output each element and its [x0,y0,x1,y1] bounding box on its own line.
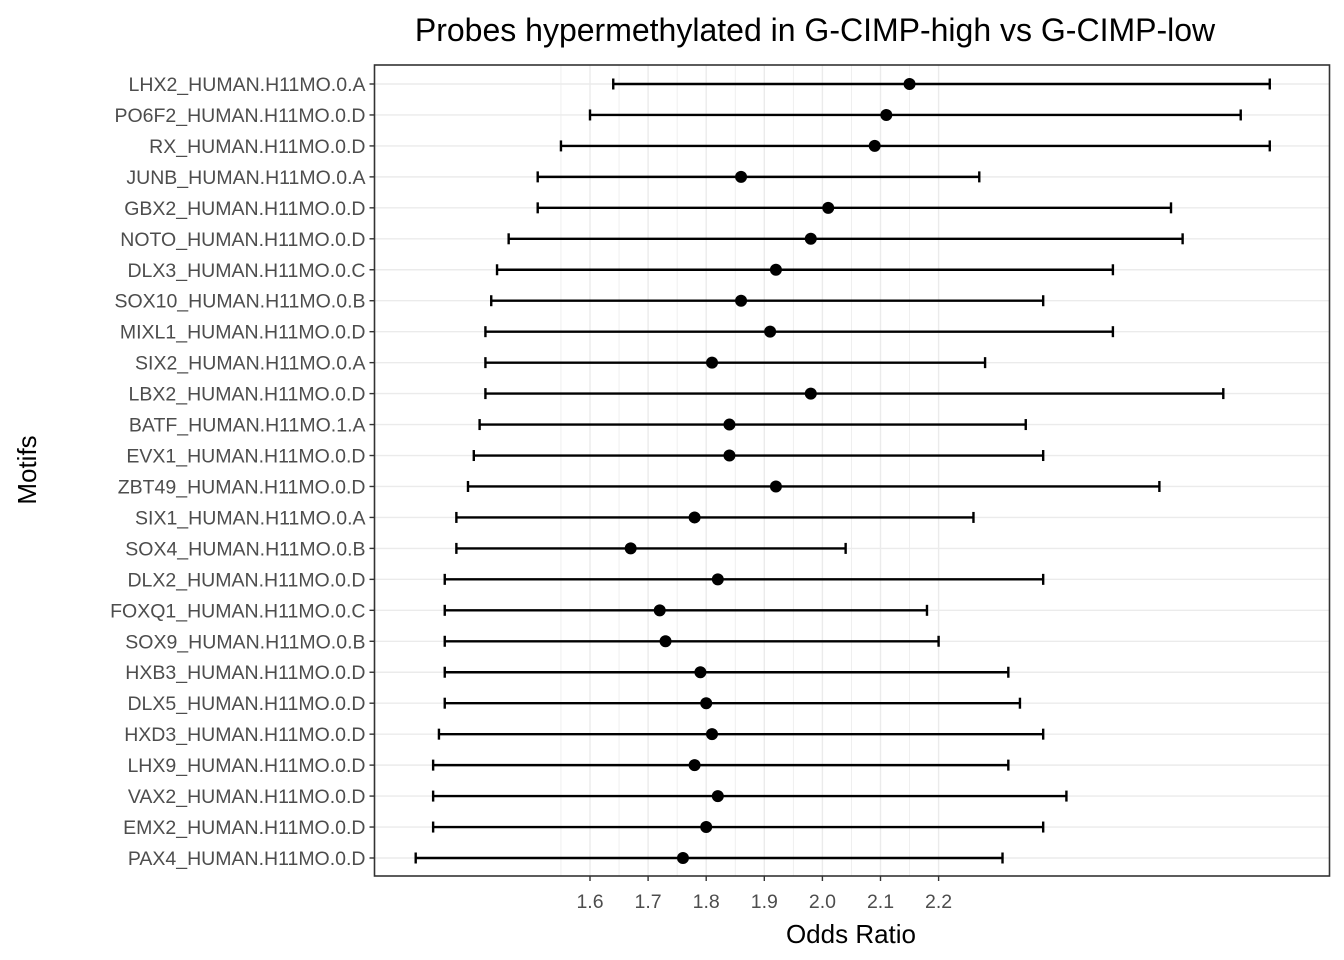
x-tick-label: 1.9 [751,891,778,913]
odds-ratio-point [769,480,782,493]
odds-ratio-point [706,356,719,369]
y-tick-label: SOX9_HUMAN.H11MO.0.B [125,631,365,653]
odds-ratio-point [659,635,672,648]
x-tick-label: 2.2 [925,891,952,913]
x-tick-label: 1.7 [635,891,662,913]
y-tick-label: PAX4_HUMAN.H11MO.0.D [128,848,366,870]
odds-ratio-point [711,790,724,803]
y-tick-label: DLX3_HUMAN.H11MO.0.C [127,260,365,282]
y-tick-label: SOX4_HUMAN.H11MO.0.B [125,538,365,560]
data-points [624,78,916,864]
odds-ratio-point [723,449,736,462]
y-tick-label: JUNB_HUMAN.H11MO.0.A [126,167,365,189]
y-tick-label: SIX2_HUMAN.H11MO.0.A [135,353,365,375]
odds-ratio-point [880,108,893,121]
chart-title: Probes hypermethylated in G-CIMP-high vs… [415,12,1216,48]
y-axis-ticks: LHX2_HUMAN.H11MO.0.A PO6F2_HUMAN.H11MO.0.… [110,74,375,870]
y-tick-label: BATF_HUMAN.H11MO.1.A [129,415,366,437]
x-tick-label: 1.6 [576,891,603,913]
odds-ratio-point [676,852,689,864]
y-tick-label: SOX10_HUMAN.H11MO.0.B [114,291,365,313]
odds-ratio-point [868,139,881,152]
y-tick-label: GBX2_HUMAN.H11MO.0.D [124,198,365,220]
odds-ratio-point [764,325,777,338]
plot-panel [373,64,1331,877]
odds-ratio-point [688,511,701,524]
odds-ratio-point [700,821,713,834]
y-tick-label: NOTO_HUMAN.H11MO.0.D [120,229,365,251]
odds-ratio-point [804,232,817,245]
y-tick-label: HXB3_HUMAN.H11MO.0.D [125,662,365,684]
y-tick-label: DLX5_HUMAN.H11MO.0.D [127,693,365,715]
odds-ratio-point [624,542,637,555]
y-tick-label: VAX2_HUMAN.H11MO.0.D [128,786,366,808]
y-tick-label: LHX9_HUMAN.H11MO.0.D [127,755,365,777]
odds-ratio-point [700,697,713,710]
y-tick-label: PO6F2_HUMAN.H11MO.0.D [114,105,365,127]
odds-ratio-point [706,728,719,741]
y-tick-label: LHX2_HUMAN.H11MO.0.A [129,74,366,96]
odds-ratio-point [653,604,666,617]
x-tick-label: 2.1 [867,891,894,913]
y-tick-label: SIX1_HUMAN.H11MO.0.A [135,507,365,529]
odds-ratio-point [735,294,748,307]
y-tick-label: EMX2_HUMAN.H11MO.0.D [123,817,365,839]
grid-lines [374,65,1330,876]
odds-ratio-point [711,573,724,586]
odds-ratio-point [694,666,707,679]
y-tick-label: FOXQ1_HUMAN.H11MO.0.C [110,600,365,622]
x-tick-label: 1.8 [693,891,720,913]
y-tick-label: RX_HUMAN.H11MO.0.D [149,136,365,158]
odds-ratio-point [688,759,701,772]
y-tick-label: MIXL1_HUMAN.H11MO.0.D [120,322,366,344]
odds-ratio-point [735,170,748,183]
odds-ratio-point [769,263,782,276]
y-tick-label: DLX2_HUMAN.H11MO.0.D [127,569,365,591]
y-tick-label: ZBT49_HUMAN.H11MO.0.D [118,476,366,498]
odds-ratio-point [723,418,736,431]
y-tick-label: EVX1_HUMAN.H11MO.0.D [126,446,365,468]
y-tick-label: HXD3_HUMAN.H11MO.0.D [124,724,365,746]
error-bars [414,78,1271,864]
odds-ratio-point [903,78,916,90]
y-axis-title: Motifs [12,435,42,504]
x-axis-ticks: 1.6 1.7 1.8 1.9 2.0 2.1 2.2 [576,876,952,913]
odds-ratio-point [804,387,817,400]
y-tick-label: LBX2_HUMAN.H11MO.0.D [129,384,366,406]
odds-ratio-point [822,201,835,214]
x-tick-label: 2.0 [809,891,836,913]
x-axis-title: Odds Ratio [786,919,916,949]
